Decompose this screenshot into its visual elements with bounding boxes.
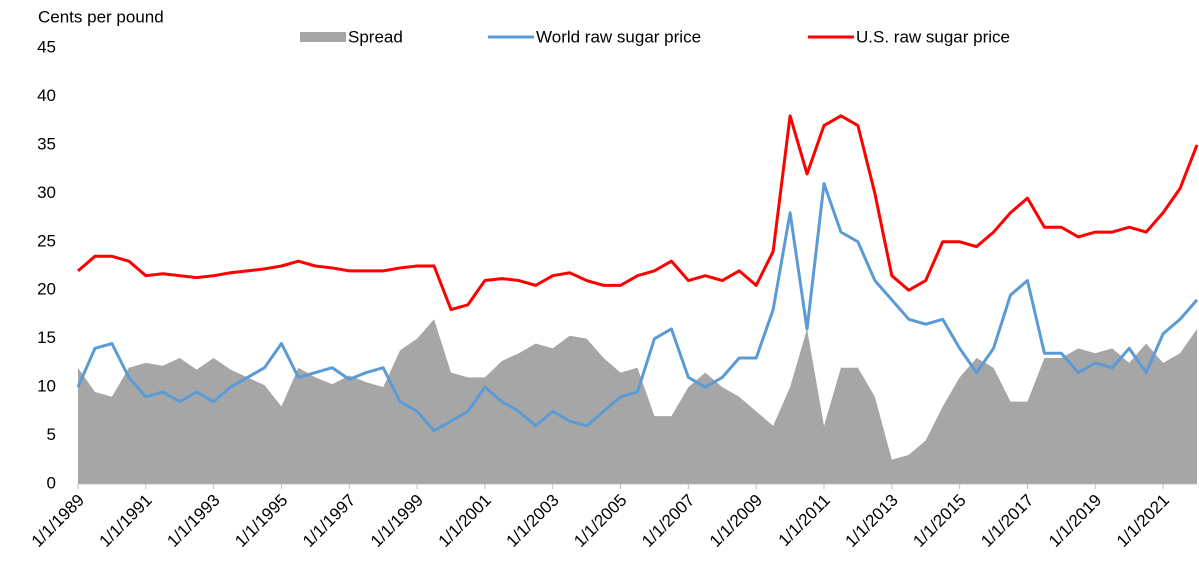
price-line xyxy=(77,114,1199,312)
y-tick-label: 0 xyxy=(47,473,56,492)
x-tick-label: 1/1/2013 xyxy=(842,491,902,551)
x-tick-label: 1/1/2005 xyxy=(570,491,630,551)
y-tick-label: 15 xyxy=(37,328,56,347)
x-tick-label: 1/1/1999 xyxy=(367,491,427,551)
legend-label: World raw sugar price xyxy=(536,27,701,46)
spread-area xyxy=(78,319,1197,484)
y-tick-label: 35 xyxy=(37,134,56,153)
y-tick-label: 30 xyxy=(37,183,56,202)
x-tick-label: 1/1/1989 xyxy=(28,491,88,551)
y-tick-label: 5 xyxy=(47,425,56,444)
y-tick-label: 10 xyxy=(37,377,56,396)
y-tick-label: 40 xyxy=(37,86,56,105)
x-tick-label: 1/1/1991 xyxy=(96,491,156,551)
x-tick-label: 1/1/2021 xyxy=(1113,491,1173,551)
y-tick-label: 25 xyxy=(37,231,56,250)
x-tick-label: 1/1/2001 xyxy=(435,491,495,551)
x-tick-label: 1/1/1995 xyxy=(231,491,291,551)
y-tick-label: 20 xyxy=(37,280,56,299)
x-tick-label: 1/1/2011 xyxy=(775,491,834,550)
y-tick-label: 45 xyxy=(37,37,56,56)
x-tick-label: 1/1/2009 xyxy=(706,491,766,551)
x-tick-label: 1/1/2019 xyxy=(1045,491,1105,551)
x-tick-label: 1/1/2015 xyxy=(909,491,969,551)
price-line xyxy=(76,182,1199,433)
x-tick-label: 1/1/2007 xyxy=(638,491,698,551)
legend-swatch xyxy=(300,32,346,42)
y-axis-label: Cents per pound xyxy=(38,7,164,26)
legend-label: Spread xyxy=(348,27,403,46)
x-tick-label: 1/1/1997 xyxy=(299,491,359,551)
x-tick-label: 1/1/2003 xyxy=(502,491,562,551)
x-tick-label: 1/1/2017 xyxy=(977,491,1037,551)
legend-label: U.S. raw sugar price xyxy=(856,27,1010,46)
x-tick-label: 1/1/1993 xyxy=(163,491,223,551)
